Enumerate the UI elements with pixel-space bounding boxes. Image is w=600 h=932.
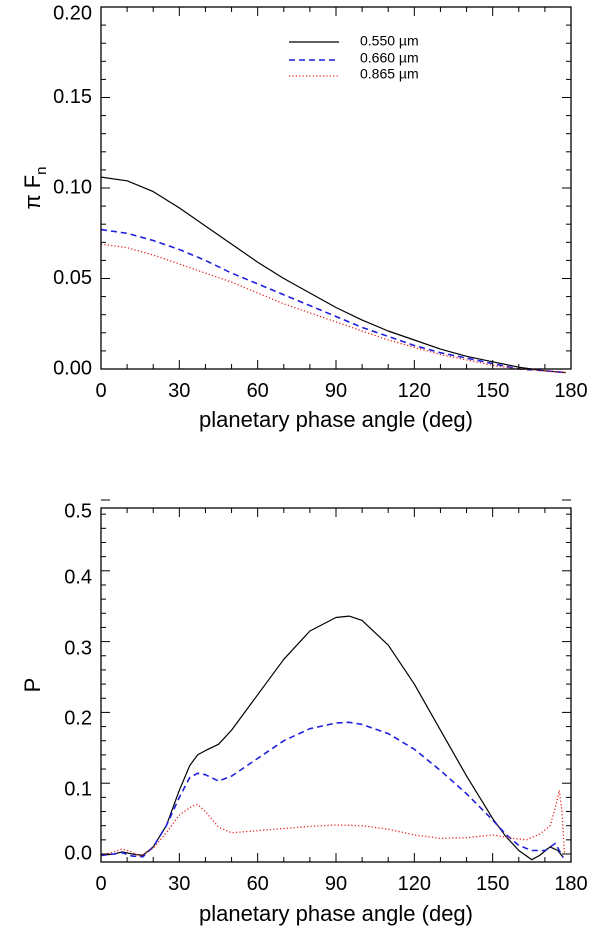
top-panel: 0.00 0.05 0.10 0.15 0.20 0 30 60 90 120 … xyxy=(20,2,588,432)
top-x-tick-label: 0 xyxy=(95,380,106,402)
bottom-y-tick-labels: 0.0 0.1 0.2 0.3 0.4 0.5 xyxy=(64,500,92,864)
top-y-axis-label: π Fn xyxy=(20,166,50,209)
bottom-x-tick-label: 120 xyxy=(398,873,431,895)
bottom-series-line-0 xyxy=(100,615,564,861)
top-y-tick-label: 0.10 xyxy=(53,176,92,198)
bottom-series-line-1 xyxy=(100,721,564,858)
top-x-tick-labels: 0 30 60 90 120 150 180 xyxy=(95,380,587,402)
bottom-y-tick-label: 0.1 xyxy=(64,778,92,800)
legend: 0.550 µm 0.660 µm 0.865 µm xyxy=(289,33,419,82)
bottom-x-axis-label: planetary phase angle (deg) xyxy=(199,901,473,926)
top-x-tick-label: 150 xyxy=(476,380,509,402)
bottom-x-tick-label: 60 xyxy=(247,873,269,895)
top-series-line-2 xyxy=(100,243,566,374)
legend-label: 0.660 µm xyxy=(360,50,419,66)
bottom-series-line-2 xyxy=(100,789,566,857)
bottom-y-tick-label: 0.0 xyxy=(64,842,92,864)
top-y-tick-label: 0.15 xyxy=(53,86,92,108)
svg-text:π Fn: π Fn xyxy=(20,166,50,209)
bottom-series-lines xyxy=(100,615,566,861)
top-y-tick-labels: 0.00 0.05 0.10 0.15 0.20 xyxy=(53,2,92,379)
bottom-y-tick-label: 0.2 xyxy=(64,707,92,729)
bottom-plot-frame xyxy=(100,507,572,863)
top-y-tick-label: 0.20 xyxy=(53,2,92,24)
top-series-line-1 xyxy=(100,228,566,374)
bottom-x-tick-label: 180 xyxy=(554,873,587,895)
top-y-axis-label-subscript: n xyxy=(33,166,50,174)
top-axis-ticks xyxy=(100,6,572,370)
bottom-y-axis-label: P xyxy=(20,678,45,693)
bottom-y-tick-label: 0.4 xyxy=(64,566,92,588)
top-x-tick-label: 120 xyxy=(398,380,431,402)
bottom-panel: 0.0 0.1 0.2 0.3 0.4 0.5 0 30 60 90 120 1… xyxy=(20,499,588,926)
bottom-x-tick-label: 0 xyxy=(95,873,106,895)
top-y-tick-label: 0.00 xyxy=(53,357,92,379)
top-x-tick-label: 30 xyxy=(168,380,190,402)
bottom-axis-ticks xyxy=(100,499,572,862)
top-x-axis-label: planetary phase angle (deg) xyxy=(199,407,473,432)
bottom-x-tick-labels: 0 30 60 90 120 150 180 xyxy=(95,873,587,895)
legend-label: 0.865 µm xyxy=(360,66,419,82)
bottom-x-tick-label: 30 xyxy=(168,873,190,895)
top-x-tick-label: 60 xyxy=(247,380,269,402)
top-y-axis-label-main: π F xyxy=(20,175,45,210)
top-series-lines xyxy=(100,176,566,374)
bottom-y-tick-label: 0.3 xyxy=(64,637,92,659)
bottom-x-tick-label: 90 xyxy=(325,873,347,895)
top-plot-frame xyxy=(100,6,572,370)
legend-label: 0.550 µm xyxy=(360,33,419,49)
top-y-tick-label: 0.05 xyxy=(53,267,92,289)
top-x-tick-label: 180 xyxy=(554,380,587,402)
bottom-x-tick-label: 150 xyxy=(476,873,509,895)
bottom-y-tick-label: 0.5 xyxy=(64,500,92,522)
top-series-line-0 xyxy=(100,176,566,374)
top-x-tick-label: 90 xyxy=(325,380,347,402)
bottom-y-axis-label-text: P xyxy=(20,678,45,693)
